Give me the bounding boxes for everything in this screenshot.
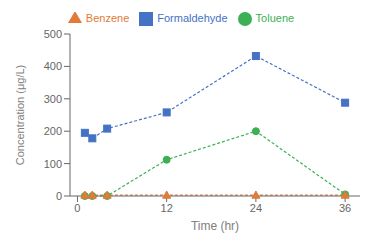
svg-text:Concentration (μg/L): Concentration (μg/L) <box>14 65 26 166</box>
svg-text:12: 12 <box>161 202 173 214</box>
svg-text:0: 0 <box>74 202 80 214</box>
svg-text:200: 200 <box>44 125 62 137</box>
svg-text:24: 24 <box>250 202 262 214</box>
html-text:Benzene: Benzene <box>85 12 130 24</box>
svg-text:100: 100 <box>44 158 62 170</box>
svg-text:0: 0 <box>56 190 62 202</box>
svg-text:300: 300 <box>44 93 62 105</box>
svg-text:500: 500 <box>44 28 62 40</box>
html-text:Formaldehyde: Formaldehyde <box>157 12 228 24</box>
svg-text:36: 36 <box>339 202 351 214</box>
svg-text:Time (hr): Time (hr) <box>191 219 239 233</box>
html-text:Toluene: Toluene <box>255 12 295 24</box>
svg-text:400: 400 <box>44 60 62 72</box>
